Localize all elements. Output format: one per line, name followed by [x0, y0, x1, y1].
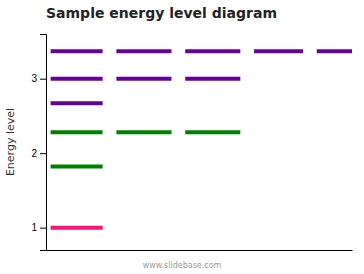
energy-level — [185, 49, 240, 53]
energy-level — [51, 77, 103, 81]
energy-level — [116, 49, 171, 53]
plot: 1 2 3 Energy level — [4, 35, 353, 251]
energy-level — [51, 101, 103, 105]
energy-level — [51, 226, 103, 230]
energy-level — [317, 49, 352, 53]
y-tick-label: 1 — [31, 222, 37, 233]
y-tick-label: 3 — [31, 73, 37, 84]
annotation: www.slidebase.com — [143, 261, 222, 270]
y-tick: 2 — [31, 148, 46, 159]
y-axis-title: Energy level — [4, 108, 17, 176]
y-tick-mark — [40, 153, 46, 154]
y-tick-mark — [40, 79, 46, 80]
x-axis-line — [47, 250, 353, 251]
y-tick: 1 — [31, 222, 46, 233]
title: Sample energy level diagram — [46, 5, 277, 21]
y-tick: 3 — [31, 73, 46, 84]
energy-level — [51, 49, 103, 53]
series — [51, 132, 241, 166]
x-axis — [47, 250, 353, 251]
energy-level — [51, 165, 103, 169]
series — [51, 227, 103, 228]
y-tick-label: 2 — [31, 148, 37, 159]
marks — [51, 51, 352, 228]
energy-level — [116, 130, 171, 134]
y-axis: 1 2 3 — [31, 35, 46, 251]
y-tick-mark — [40, 228, 46, 229]
series — [51, 51, 352, 103]
energy-level — [185, 130, 240, 134]
energy-level — [254, 49, 303, 53]
energy-level — [185, 77, 240, 81]
chart: Sample energy level diagram 1 2 3 Energy lev… — [0, 0, 364, 274]
energy-level — [51, 130, 103, 134]
energy-level — [116, 77, 171, 81]
y-axis-line — [40, 35, 47, 251]
